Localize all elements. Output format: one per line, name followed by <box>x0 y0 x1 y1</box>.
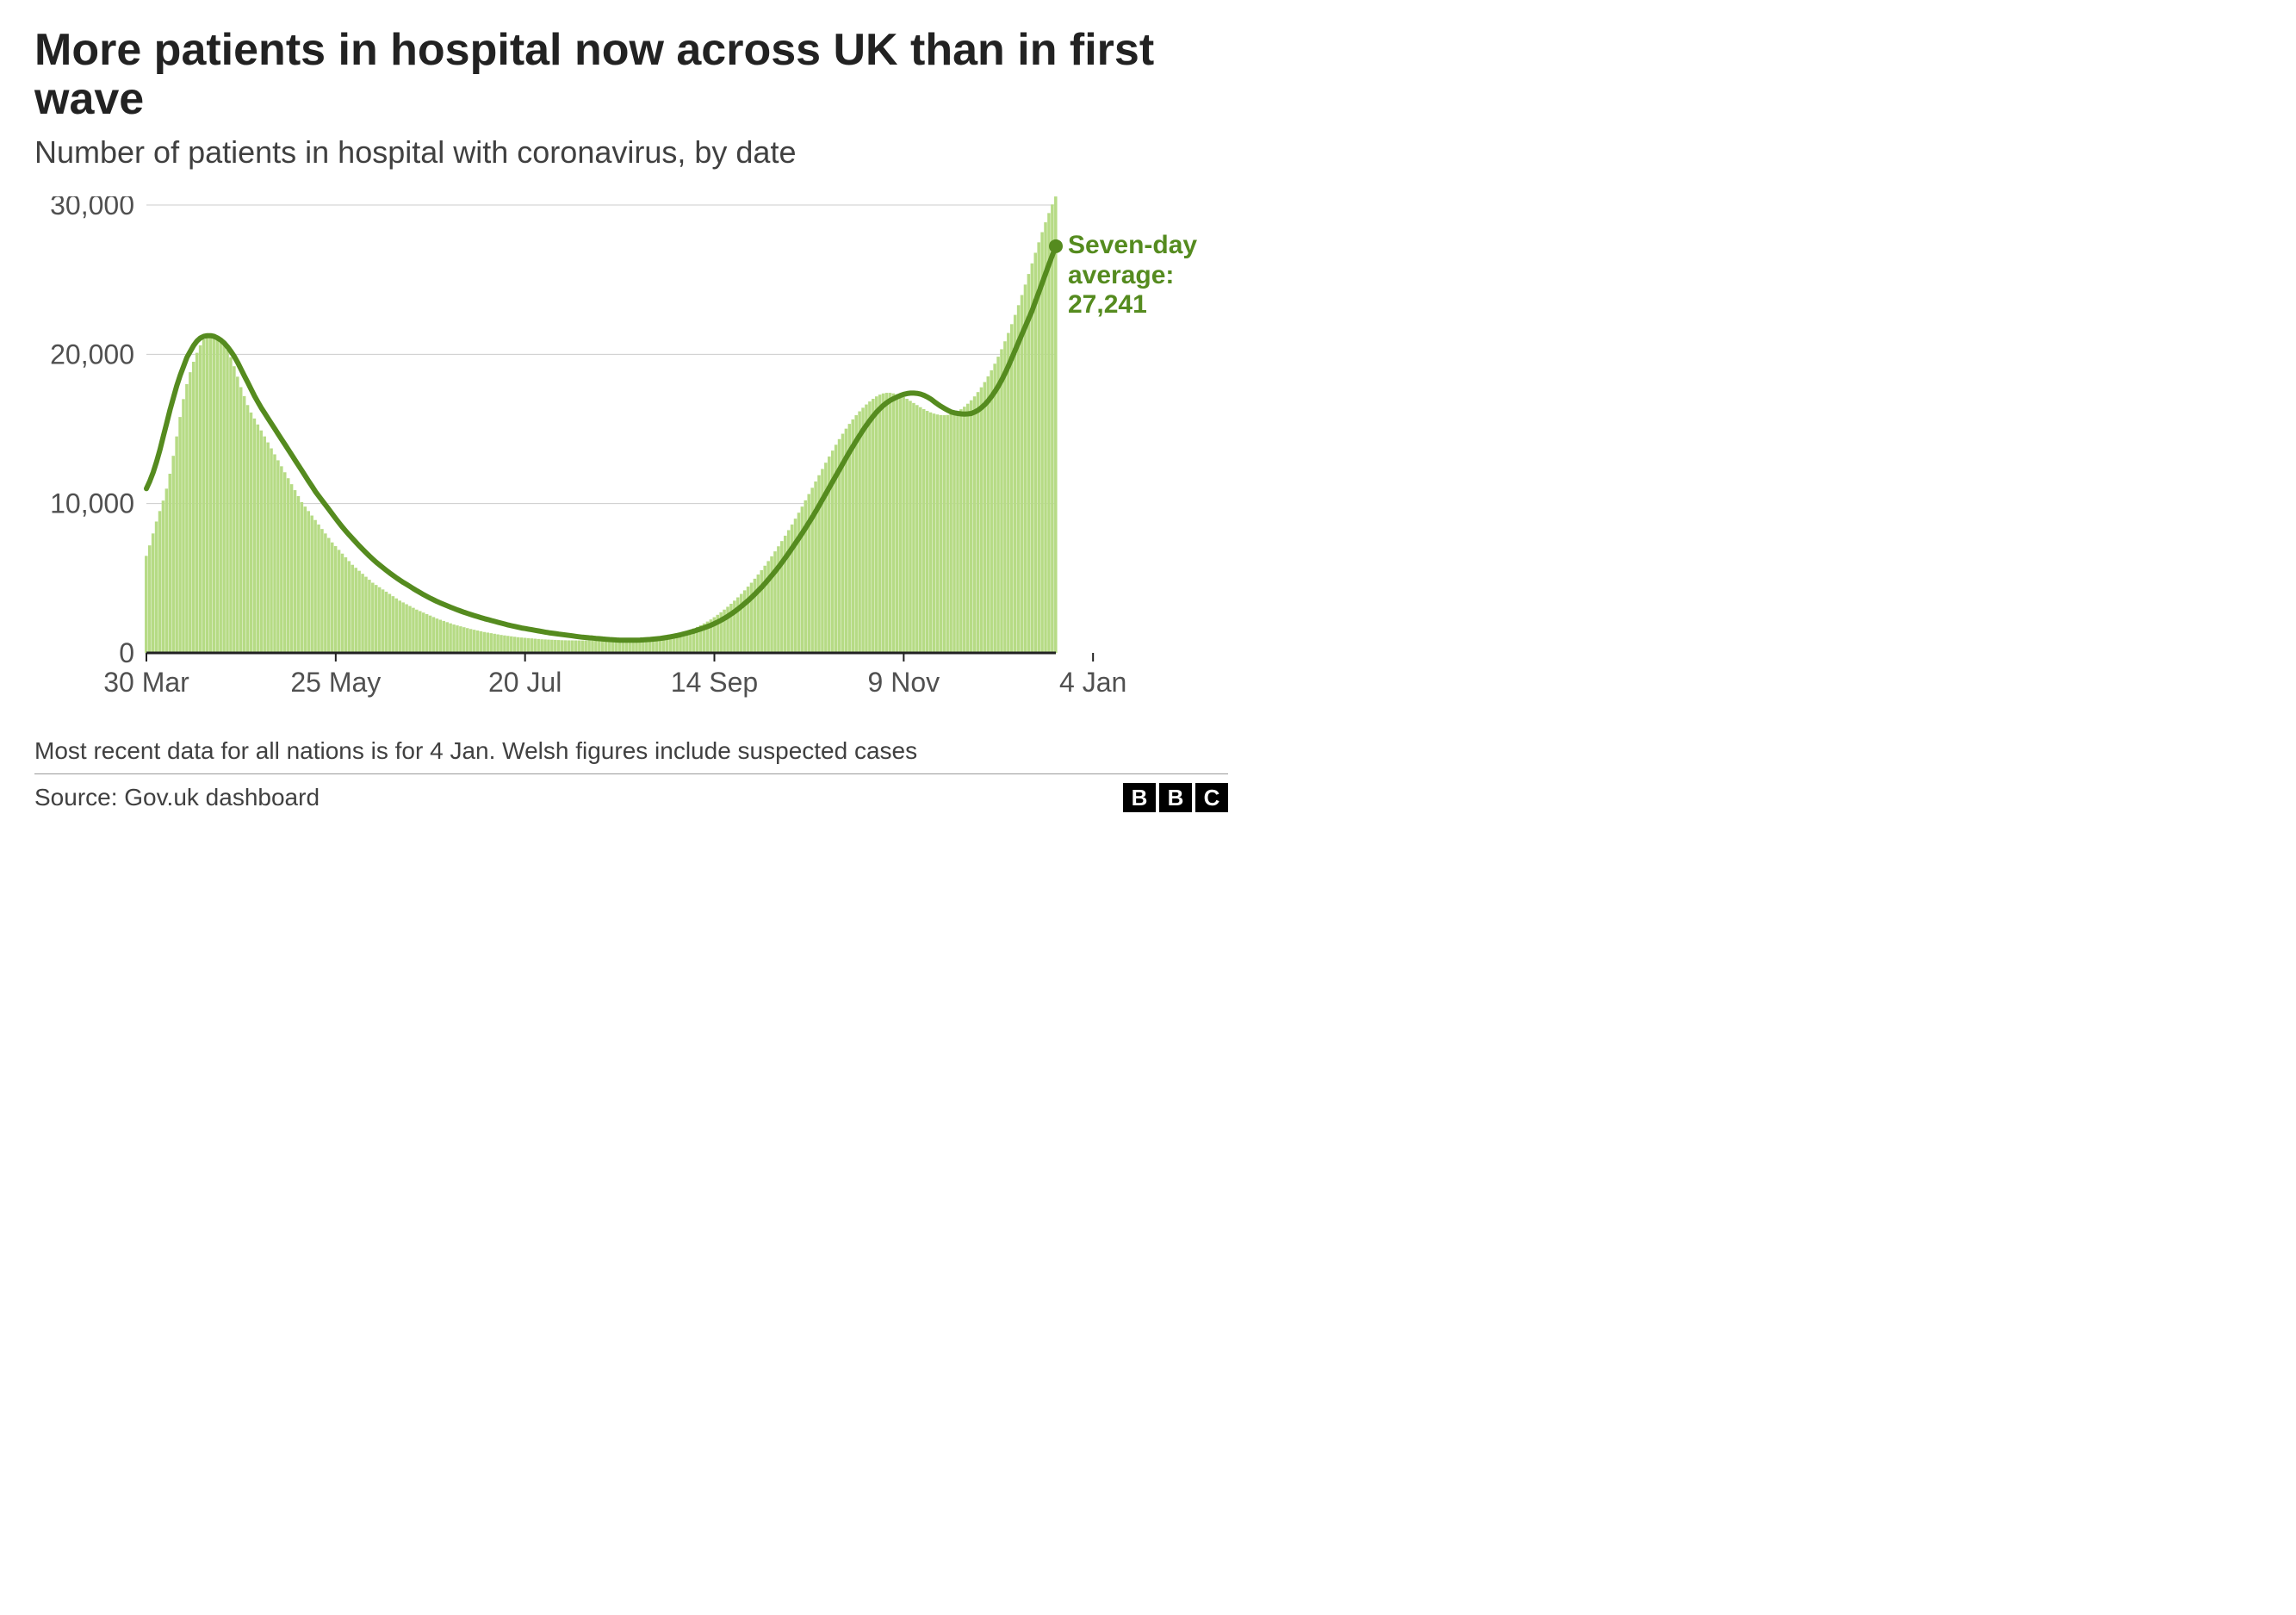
svg-text:4 Jan: 4 Jan <box>1059 667 1126 698</box>
chart-footnote: Most recent data for all nations is for … <box>34 737 1228 765</box>
chart-title: More patients in hospital now across UK … <box>34 26 1228 124</box>
chart-subtitle: Number of patients in hospital with coro… <box>34 134 1228 171</box>
svg-text:30 Mar: 30 Mar <box>103 667 189 698</box>
svg-text:10,000: 10,000 <box>50 488 134 519</box>
callout-label: Seven-day average: 27,241 <box>1068 231 1197 320</box>
chart-area: 0 10,000 20,000 30,000 30 Mar 25 May 20 Jul 14 … <box>34 196 1228 713</box>
svg-text:20 Jul: 20 Jul <box>488 667 562 698</box>
chart-source: Source: Gov.uk dashboard <box>34 784 320 811</box>
svg-text:25 May: 25 May <box>290 667 381 698</box>
callout-line-2: average: <box>1068 261 1197 291</box>
footer-row: Source: Gov.uk dashboard B B C <box>34 783 1228 812</box>
bbc-logo-c: C <box>1195 783 1228 812</box>
chart-svg: 0 10,000 20,000 30,000 30 Mar 25 May 20 Jul 14 … <box>34 196 1228 713</box>
bbc-logo-b2: B <box>1159 783 1192 812</box>
svg-text:30,000: 30,000 <box>50 196 134 221</box>
bbc-logo: B B C <box>1123 783 1228 812</box>
svg-text:14 Sep: 14 Sep <box>671 667 758 698</box>
svg-text:20,000: 20,000 <box>50 339 134 370</box>
bbc-logo-b1: B <box>1123 783 1156 812</box>
svg-text:0: 0 <box>119 637 134 668</box>
svg-text:9 Nov: 9 Nov <box>868 667 940 698</box>
callout-line-3: 27,241 <box>1068 290 1197 320</box>
callout-line-1: Seven-day <box>1068 231 1197 261</box>
footer-divider <box>34 773 1228 774</box>
